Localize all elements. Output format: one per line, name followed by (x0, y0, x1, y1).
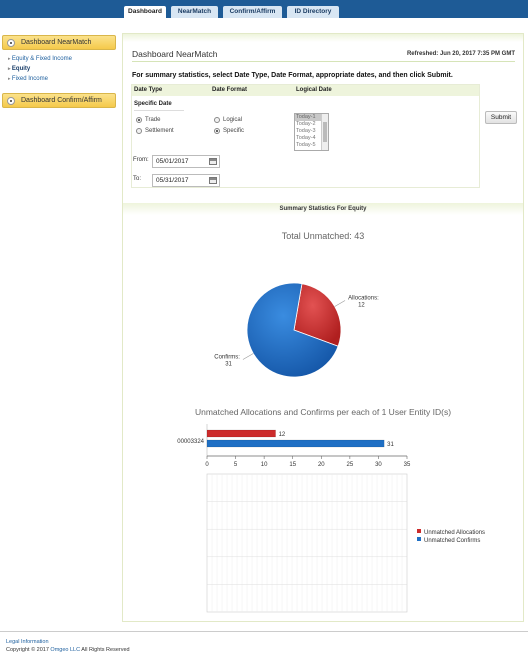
legend-swatch (417, 529, 421, 533)
tab-dashboard[interactable]: Dashboard (124, 6, 166, 18)
bar-category-label: 00003324 (177, 439, 204, 445)
from-date-value: 05/01/2017 (156, 158, 189, 165)
bar-chart: 0 5 10 15 20 25 30 35 00003324 12 31 Unmatched Allo… (177, 424, 485, 613)
pie-chart: Allocations:12 Confirms:31 (214, 282, 379, 378)
page-title: Dashboard NearMatch (132, 49, 218, 59)
company-link[interactable]: Omgeo LLC (50, 647, 81, 653)
date-filter-form: Date Type Date Format Logical Date Speci… (131, 84, 480, 188)
sidebar-section-label: Dashboard Confirm/Affirm (21, 97, 102, 104)
legend-label: Unmatched Allocations (424, 530, 485, 536)
list-item[interactable]: Today-4 (296, 135, 316, 141)
radio-specific[interactable] (214, 128, 220, 134)
bar-x-tick-label: 5 (234, 462, 238, 468)
bar-value-label: 31 (387, 442, 394, 448)
refreshed-timestamp: Refreshed: Jun 20, 2017 7:35 PM GMT (406, 51, 515, 57)
tab-confirm-affirm[interactable]: Confirm/Affirm (223, 6, 282, 18)
calendar-icon[interactable] (209, 158, 217, 165)
legend-label: Unmatched Confirms (424, 538, 480, 544)
bar-unmatched-confirms (206, 439, 385, 448)
sidebar-section-label: Dashboard NearMatch (21, 39, 92, 46)
bar-x-tick-label: 15 (289, 462, 296, 468)
col-logical-date: Logical Date (296, 87, 332, 93)
pie-chart-title: Total Unmatched: 43 (281, 231, 365, 241)
divider (134, 110, 184, 111)
sidebar-link-equity[interactable]: Equity (8, 66, 30, 72)
pie-leader-line (242, 353, 254, 360)
scrollbar-thumb[interactable] (323, 122, 327, 142)
legal-information-link[interactable]: Legal Information (6, 639, 49, 645)
bar-unmatched-allocations (206, 429, 276, 438)
divider (132, 61, 515, 62)
list-item[interactable]: Today-1 (295, 114, 328, 121)
pie-label: Confirms: (214, 355, 240, 361)
radio-bullet-icon (7, 97, 15, 105)
pie-slice-confirms (246, 282, 339, 378)
list-item[interactable]: Today-3 (296, 128, 316, 134)
bar-x-tick-label: 35 (404, 462, 411, 468)
bar-x-tick-label: 30 (375, 462, 382, 468)
tab-nearmatch[interactable]: NearMatch (171, 6, 218, 18)
pie-leader-line (334, 300, 346, 307)
sidebar-section-dashboard-nearmatch[interactable]: Dashboard NearMatch (2, 35, 116, 50)
copyright-text: Copyright © 2017 Omgeo LLC All Rights Re… (6, 647, 130, 653)
radio-logical[interactable] (214, 117, 220, 123)
col-date-type: Date Type (134, 87, 163, 93)
to-date-value: 05/31/2017 (156, 177, 189, 184)
submit-button[interactable]: Submit (485, 111, 517, 124)
bar-value-label: 12 (279, 432, 286, 438)
copyright-suffix: All Rights Reserved (80, 647, 130, 653)
from-label: From: (133, 157, 149, 163)
sidebar-section-dashboard-confirm-affirm[interactable]: Dashboard Confirm/Affirm (2, 93, 116, 108)
list-item[interactable]: Today-2 (296, 121, 316, 127)
from-date-input[interactable]: 05/01/2017 (152, 155, 220, 168)
sidebar-link-equity-fixed-income[interactable]: Equity & Fixed Income (8, 56, 72, 62)
tab-id-directory[interactable]: ID Directory (287, 6, 339, 18)
list-item[interactable]: Today-5 (296, 142, 316, 148)
radio-trade-label: Trade (145, 117, 161, 123)
radio-bullet-icon (7, 39, 15, 47)
main-panel: Dashboard NearMatch Refreshed: Jun 20, 2… (122, 33, 524, 622)
instructions-text: For summary statistics, select Date Type… (132, 72, 453, 79)
to-label: To: (133, 176, 142, 182)
radio-specific-label: Specific (223, 128, 245, 134)
pie-slice-allocations (293, 283, 342, 347)
bar-chart-title: Unmatched Allocations and Confirms per e… (194, 407, 452, 417)
bar-x-tick-label: 20 (318, 462, 325, 468)
calendar-icon[interactable] (209, 177, 217, 184)
specific-date-label: Specific Date (134, 101, 172, 107)
bar-x-tick-label: 25 (347, 462, 354, 468)
panel-header-band (123, 34, 523, 42)
logical-date-listbox[interactable]: Today-1 Today-2 Today-3 Today-4 Today-5 (294, 113, 329, 151)
radio-settlement[interactable] (136, 128, 142, 134)
copyright-prefix: Copyright © 2017 (6, 647, 51, 653)
summary-statistics-header: Summary Statistics For Equity (123, 203, 523, 215)
radio-logical-label: Logical (223, 117, 243, 123)
bar-x-tick-label: 10 (261, 462, 268, 468)
pie-value-label: 31 (225, 362, 232, 368)
to-date-input[interactable]: 05/31/2017 (152, 174, 220, 187)
radio-trade[interactable] (136, 117, 142, 123)
bar-x-tick-label: 0 (205, 462, 209, 468)
sidebar-link-fixed-income[interactable]: Fixed Income (8, 76, 48, 82)
form-header-row: Date Type Date Format Logical Date (132, 85, 479, 96)
legend-swatch (417, 537, 421, 541)
pie-value-label: 12 (358, 302, 365, 308)
footer-divider (0, 631, 528, 632)
radio-settlement-label: Settlement (145, 128, 174, 134)
pie-label: Allocations: (348, 295, 379, 301)
listbox-scrollbar[interactable] (321, 114, 328, 150)
col-date-format: Date Format (212, 87, 248, 93)
